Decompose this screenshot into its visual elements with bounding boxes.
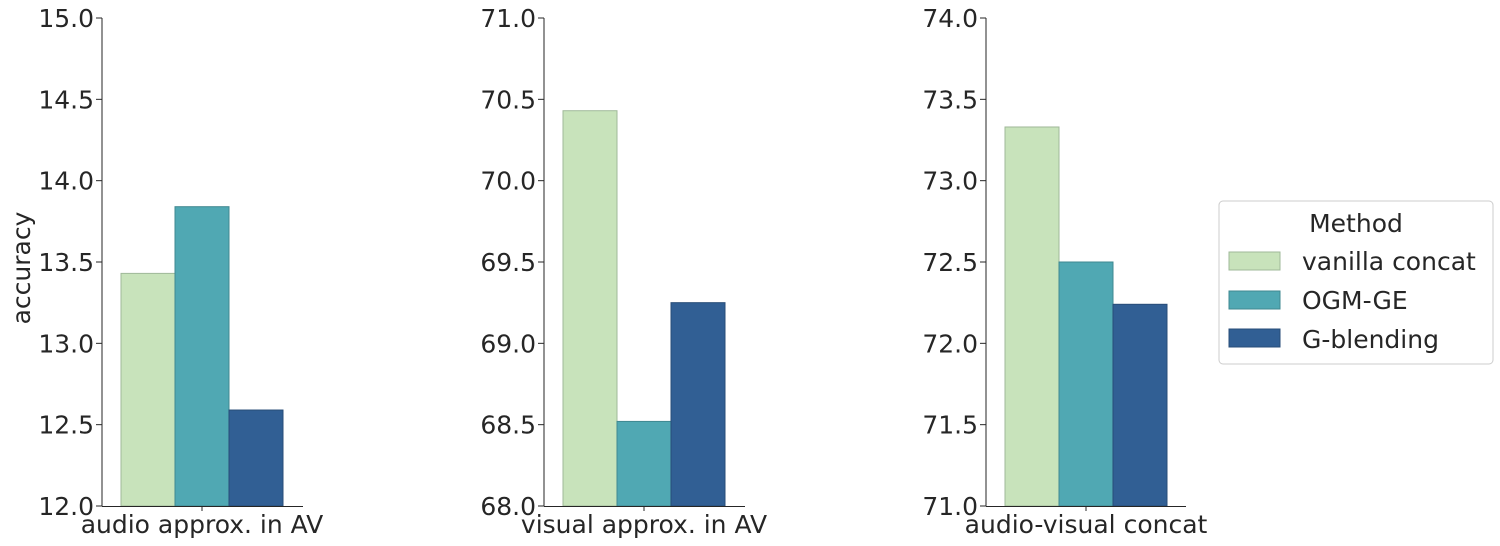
bar-g-blending-panel-3	[1112, 303, 1168, 507]
y-tick-label: 15.0	[38, 4, 94, 33]
legend-label-g-blending: G-blending	[1302, 325, 1439, 354]
bar-g-blending-panel-1	[228, 409, 284, 507]
bar-ogm-ge-panel-2	[616, 420, 672, 507]
y-tick-label: 71.0	[480, 4, 536, 33]
x-category-label: visual approx. in AV	[521, 510, 767, 539]
y-tick-label: 70.5	[480, 85, 536, 114]
y-tick-label: 70.0	[480, 167, 536, 196]
y-tick-label: 69.5	[480, 248, 536, 277]
chart-panel-1: 12.0 12.5 13.0 13.5 14.0 14.5 15.0 audio approx…	[7, 4, 323, 539]
legend-label-vanilla-concat: vanilla concat	[1302, 247, 1476, 276]
bar-vanilla-concat-panel-3	[1004, 126, 1060, 507]
y-tick-label: 71.0	[922, 492, 978, 521]
bar-ogm-ge-panel-1	[174, 206, 230, 507]
chart-panel-2: 68.0 68.5 69.0 69.5 70.0 70.5 71.0 visual appro…	[480, 4, 767, 539]
x-category-label: audio approx. in AV	[81, 510, 324, 539]
bar-ogm-ge-panel-3	[1058, 261, 1114, 507]
y-tick-label: 12.5	[38, 411, 94, 440]
y-tick-label: 13.0	[38, 329, 94, 358]
y-tick-label: 71.5	[922, 411, 978, 440]
y-tick-label: 14.0	[38, 167, 94, 196]
bar-vanilla-concat-panel-2	[562, 110, 618, 507]
y-tick-label: 68.5	[480, 411, 536, 440]
y-tick-label: 74.0	[922, 4, 978, 33]
legend-label-ogm-ge: OGM-GE	[1302, 286, 1408, 315]
legend-swatch-g-blending	[1228, 328, 1281, 348]
x-category-label: audio-visual concat	[965, 510, 1208, 539]
legend-title: Method	[1309, 209, 1403, 238]
legend-frame	[1218, 200, 1494, 365]
bar-g-blending-panel-2	[670, 302, 726, 507]
bar-vanilla-concat-panel-1	[120, 272, 176, 507]
y-tick-label: 13.5	[38, 248, 94, 277]
y-tick-label: 14.5	[38, 85, 94, 114]
y-tick-label: 72.0	[922, 329, 978, 358]
y-tick-label: 68.0	[480, 492, 536, 521]
y-tick-label: 12.0	[38, 492, 94, 521]
y-tick-label: 69.0	[480, 329, 536, 358]
legend-swatch-vanilla-concat	[1228, 251, 1281, 271]
y-axis-title: accuracy	[7, 211, 36, 324]
chart-panel-3: 71.0 71.5 72.0 72.5 73.0 73.5 74.0 audio-visual…	[922, 4, 1207, 539]
legend: Method vanilla concat OGM-GE G-blending	[1218, 200, 1494, 365]
y-tick-label: 73.5	[922, 85, 978, 114]
legend-swatch-ogm-ge	[1228, 290, 1281, 310]
y-tick-label: 72.5	[922, 248, 978, 277]
chart-panels: 12.0 12.5 13.0 13.5 14.0 14.5 15.0 audio approx…	[7, 4, 1208, 539]
y-tick-label: 73.0	[922, 167, 978, 196]
